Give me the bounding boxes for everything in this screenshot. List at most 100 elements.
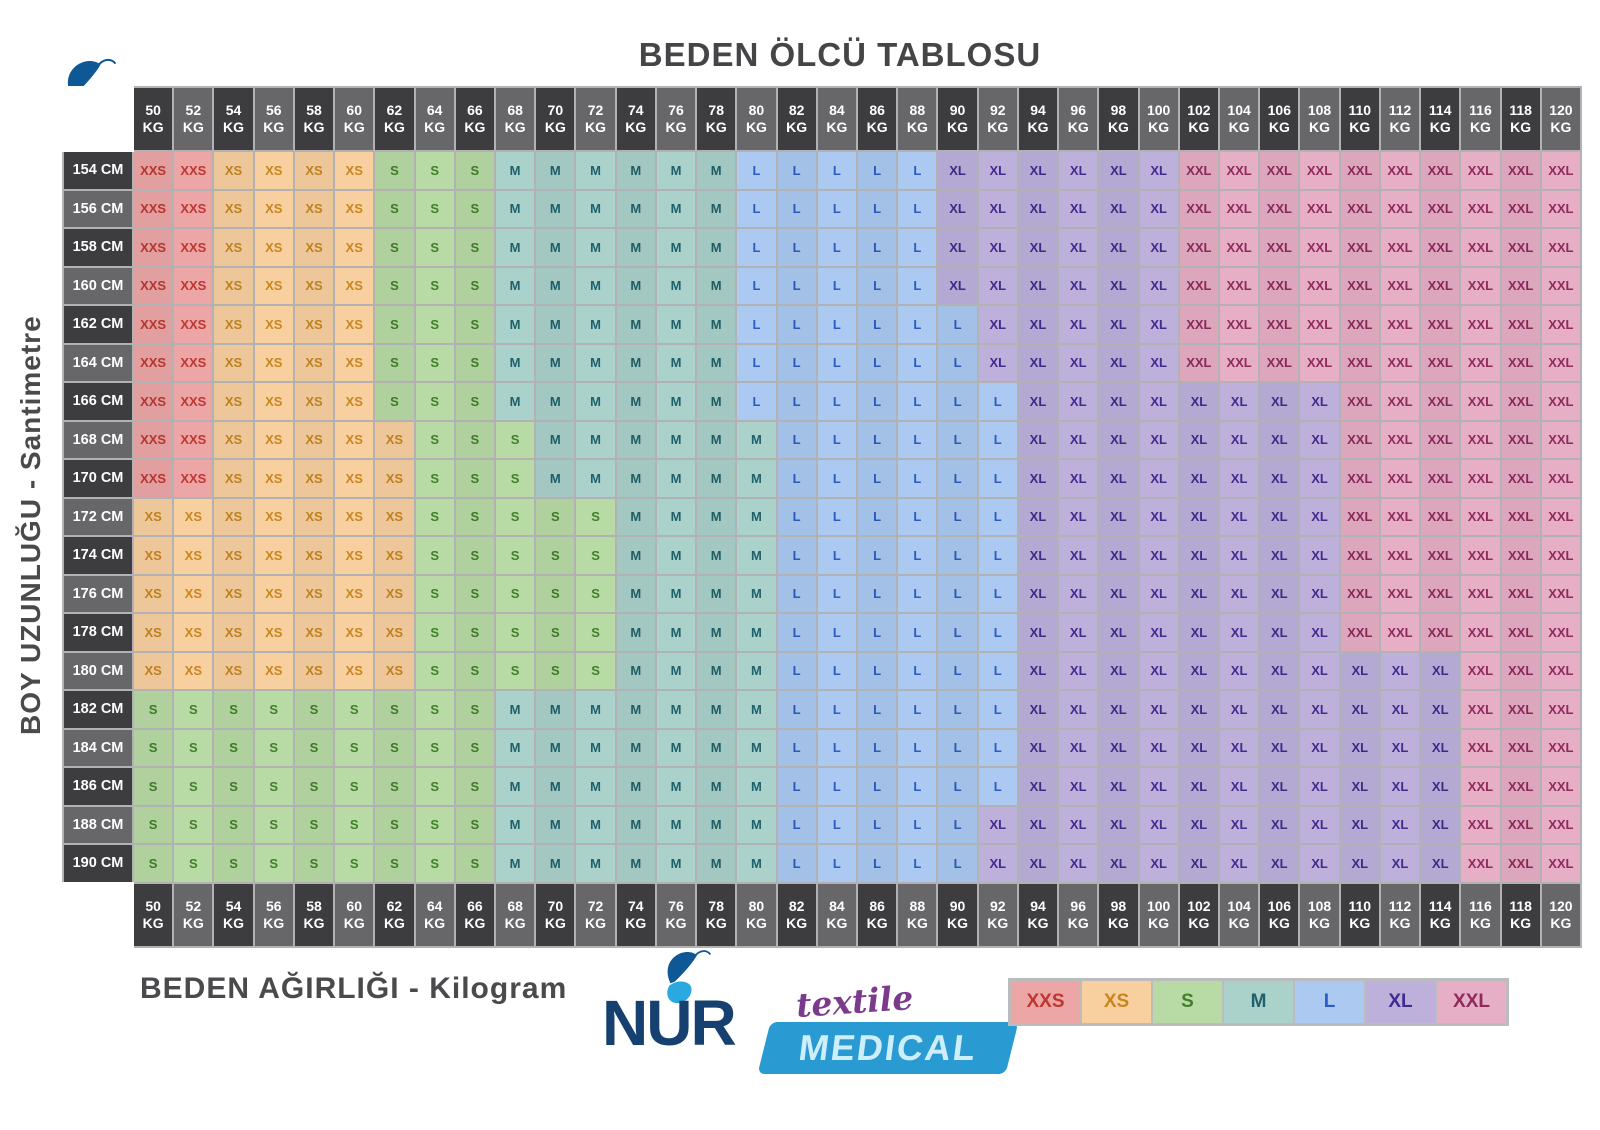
size-cell: XXL [1300,152,1339,189]
size-cell: S [455,652,494,689]
size-cell: XL [1018,614,1058,651]
size-cell: XXS [174,344,213,381]
size-cell: M [495,768,535,805]
size-cell: XL [1059,306,1098,343]
size-cell: L [737,344,776,381]
size-cell: S [294,845,334,882]
size-cell: M [737,768,776,805]
size-cell: XL [1059,344,1098,381]
size-cell: M [656,806,696,843]
size-cell: XL [1300,460,1339,497]
size-cell: XXL [1541,267,1580,304]
weight-header-cell: 86 KG [857,88,897,150]
weight-footer-cell: 52 KG [174,883,213,946]
size-cell: XXL [1541,537,1580,574]
size-cell: M [576,806,615,843]
size-cell: XS [214,614,253,651]
size-cell: L [938,768,977,805]
butterfly-icon [667,950,712,1004]
size-cell: XXL [1179,267,1218,304]
size-cell: L [938,575,977,612]
size-cell: S [415,768,454,805]
size-cell: XXL [1219,267,1259,304]
weight-header-cell: 96 KG [1059,88,1098,150]
size-cell: XL [1059,575,1098,612]
size-cell: L [777,421,816,458]
size-cell: M [576,729,615,766]
size-cell: S [455,383,494,420]
size-cell: XS [294,306,334,343]
size-cell: XL [1099,768,1138,805]
size-cell: XXL [1461,845,1500,882]
size-cell: S [294,729,334,766]
size-cell: XS [214,229,253,266]
size-cell: L [938,729,977,766]
size-cell: M [616,267,655,304]
size-cell: XL [978,267,1017,304]
size-cell: M [656,267,696,304]
size-cell: XXL [1421,498,1460,535]
size-cell: M [536,460,575,497]
size-cell: XS [254,383,293,420]
size-cell: XXL [1179,306,1218,343]
size-cell: XXL [1340,421,1379,458]
size-cell: XL [1018,537,1058,574]
size-cell: M [697,498,736,535]
size-cell: L [817,421,856,458]
height-header-cell: 156 CM [64,190,132,227]
size-cell: M [536,768,575,805]
size-cell: XL [1139,229,1178,266]
size-table: 50 KG 52 KG 54 KG 56 KG 58 KG 60 KG 62 KG 64 KG 66 KG 68 KG… [62,86,1582,948]
size-cell: M [536,806,575,843]
size-cell: XS [134,652,173,689]
size-cell: L [777,575,816,612]
size-cell: XS [335,498,374,535]
weight-footer-cell: 110 KG [1340,883,1379,946]
weight-header-cell: 110 KG [1340,88,1379,150]
size-cell: L [857,498,897,535]
size-cell: L [817,306,856,343]
size-cell: L [978,575,1017,612]
size-cell: XL [1059,729,1098,766]
size-cell: L [978,768,1017,805]
size-cell: M [536,344,575,381]
size-cell: XS [254,614,293,651]
size-cell: L [978,421,1017,458]
weight-footer-cell: 78 KG [697,883,736,946]
size-cell: XXL [1461,306,1500,343]
weight-footer-cell: 86 KG [857,883,897,946]
size-cell: XL [1421,652,1460,689]
size-cell: L [857,306,897,343]
size-cell: M [536,383,575,420]
size-cell: XL [1099,383,1138,420]
size-cell: XL [1260,768,1299,805]
size-cell: XL [1018,344,1058,381]
size-cell: S [576,498,615,535]
size-cell: S [455,152,494,189]
size-cell: XS [294,152,334,189]
size-cell: XL [1300,575,1339,612]
size-cell: XL [1099,421,1138,458]
size-cell: XXL [1219,344,1259,381]
size-cell: XS [294,652,334,689]
size-cell: M [495,806,535,843]
size-cell: XL [1300,768,1339,805]
size-cell: L [938,845,977,882]
size-cell: XL [1139,729,1178,766]
size-cell: XS [214,344,253,381]
size-cell: XS [254,575,293,612]
size-cell: XL [1421,729,1460,766]
size-cell: XS [254,306,293,343]
size-cell: M [656,190,696,227]
size-cell: M [656,421,696,458]
size-cell: L [817,806,856,843]
size-cell: XXL [1340,614,1379,651]
size-cell: XL [1219,691,1259,728]
size-cell: XL [1099,537,1138,574]
size-cell: XXL [1340,344,1379,381]
size-cell: XL [938,267,977,304]
size-cell: S [455,845,494,882]
size-cell: XL [1099,575,1138,612]
size-cell: M [656,306,696,343]
weight-footer-cell: 100 KG [1139,883,1178,946]
